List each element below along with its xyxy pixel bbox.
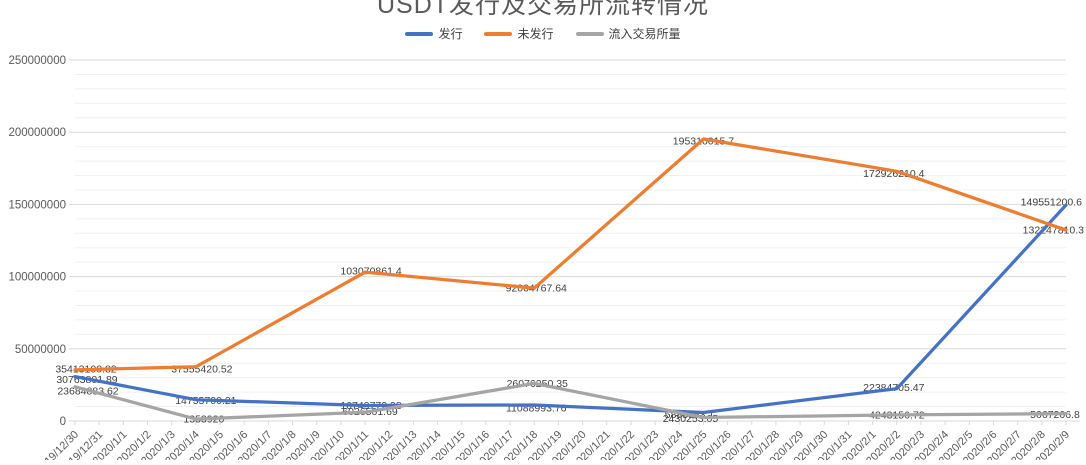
legend-label-issued: 发行 (438, 27, 463, 41)
series-line-未发行 (73, 137, 1068, 372)
legend-item-issued: 发行 (405, 25, 462, 42)
data-label: 195310015.7 (673, 135, 734, 147)
chart-legend: 发行 未发行 流入交易所量 (0, 25, 1086, 42)
unissued-line-swatch-icon (484, 31, 513, 36)
series-line-流入交易所量 (73, 381, 1068, 421)
y-tick-label: 200000000 (8, 127, 66, 139)
chart-title: USDT发行及交易所流转情况 (376, 0, 710, 19)
legend-label-exchange-inflow: 流入交易所量 (608, 27, 681, 41)
legend-label-unissued: 未发行 (517, 27, 554, 41)
legend-item-exchange-inflow: 流入交易所量 (575, 25, 681, 42)
issued-line-swatch-icon (405, 31, 434, 36)
data-label: 149551200.6 (1021, 197, 1082, 209)
y-tick-label: 50000000 (15, 344, 66, 356)
y-tick-label: 0 (60, 416, 66, 428)
y-tick-label: 100000000 (8, 272, 66, 284)
y-tick-label: 150000000 (8, 199, 66, 211)
legend-item-unissued: 未发行 (484, 25, 554, 42)
series-line-发行 (73, 203, 1068, 415)
exchange-inflow-line-swatch-icon (575, 31, 604, 36)
y-tick-label: 250000000 (8, 55, 66, 67)
